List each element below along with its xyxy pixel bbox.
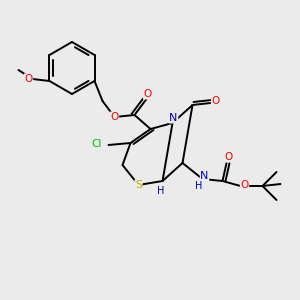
Text: O: O [224, 152, 232, 162]
Text: N: N [200, 171, 209, 181]
Text: O: O [110, 112, 118, 122]
Text: Cl: Cl [91, 139, 102, 149]
Text: H: H [195, 181, 202, 191]
Text: H: H [157, 186, 164, 196]
Text: N: N [169, 113, 178, 123]
Text: O: O [143, 89, 152, 99]
Text: O: O [24, 74, 33, 84]
Text: S: S [135, 180, 142, 190]
Text: O: O [212, 96, 220, 106]
Text: O: O [240, 180, 249, 190]
